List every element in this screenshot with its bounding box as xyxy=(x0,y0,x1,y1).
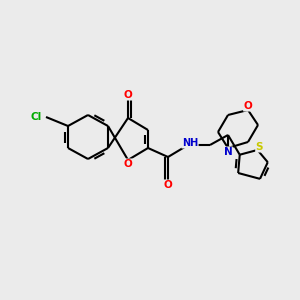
Text: N: N xyxy=(224,147,232,157)
Text: O: O xyxy=(124,159,132,169)
Text: NH: NH xyxy=(182,138,198,148)
Text: S: S xyxy=(256,142,263,152)
Text: O: O xyxy=(164,180,172,190)
Text: O: O xyxy=(124,90,132,100)
Text: O: O xyxy=(244,101,252,111)
Text: Cl: Cl xyxy=(30,112,42,122)
